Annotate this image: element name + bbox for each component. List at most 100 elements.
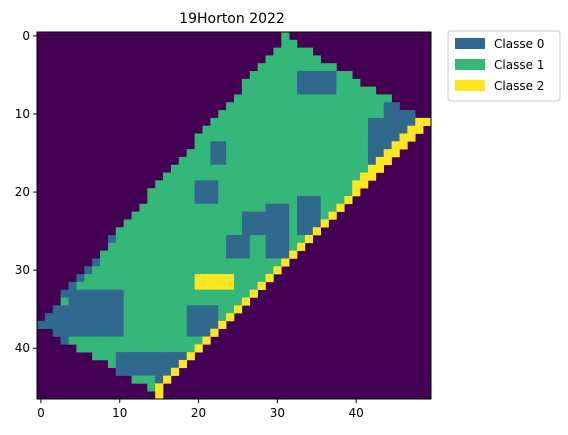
heatmap-cell (147, 359, 156, 369)
heatmap-cell (218, 219, 227, 228)
heatmap-cell (281, 227, 290, 236)
heatmap-cell (155, 250, 164, 259)
heatmap-cell (68, 313, 77, 322)
heatmap-cell (234, 305, 243, 314)
heatmap-cell (297, 102, 306, 111)
heatmap-cell (297, 227, 306, 236)
heatmap-cell (328, 102, 337, 111)
heatmap-cell (273, 164, 282, 173)
heatmap-cell (234, 195, 243, 205)
heatmap-cell (170, 352, 180, 361)
heatmap-cell (312, 164, 321, 173)
heatmap-cell (273, 47, 282, 56)
heatmap-cell (312, 63, 321, 72)
heatmap-cell (170, 289, 180, 298)
heatmap-cell (304, 55, 314, 64)
heatmap-cell (360, 94, 369, 103)
heatmap-cell (100, 289, 109, 298)
heatmap-cell (241, 117, 251, 126)
heatmap-cell (170, 367, 180, 376)
heatmap-cell (352, 86, 361, 95)
heatmap-cell (312, 203, 321, 212)
heatmap-cell (139, 274, 148, 283)
heatmap-cell (399, 141, 408, 150)
heatmap-cell (202, 125, 211, 134)
heatmap-cell (304, 86, 314, 95)
heatmap-cell (281, 219, 290, 228)
heatmap-cell (107, 242, 117, 251)
heatmap-cell (328, 86, 337, 95)
heatmap-cell (92, 328, 101, 337)
heatmap-cell (107, 305, 117, 314)
heatmap-cell (131, 219, 140, 228)
heatmap-cell (312, 117, 321, 126)
heatmap-cell (170, 227, 180, 236)
heatmap-cell (257, 266, 266, 275)
heatmap-cell (84, 297, 93, 306)
heatmap-cell (68, 320, 77, 330)
heatmap-cell (131, 274, 140, 283)
heatmap-cell (107, 281, 117, 290)
heatmap-cell (320, 219, 329, 228)
heatmap-cell (139, 235, 148, 244)
heatmap-cell (399, 125, 408, 134)
heatmap-cell (210, 274, 219, 283)
heatmap-cell (115, 250, 124, 259)
heatmap-cell (163, 258, 172, 267)
heatmap-cell (241, 274, 251, 283)
heatmap-cell (375, 156, 385, 166)
heatmap-cell (92, 258, 101, 267)
heatmap-cell (367, 110, 377, 119)
heatmap-cell (289, 55, 298, 64)
heatmap-cell (218, 188, 227, 197)
heatmap-cell (202, 141, 211, 150)
heatmap-cell (265, 172, 274, 181)
heatmap-cell (375, 149, 385, 158)
heatmap-cell (226, 274, 235, 283)
heatmap-cell (234, 281, 243, 290)
heatmap-cell (265, 266, 274, 275)
heatmap-cell (155, 188, 164, 197)
heatmap-cell (139, 203, 148, 212)
heatmap-cell (352, 164, 361, 173)
heatmap-cell (281, 32, 290, 41)
heatmap-cell (210, 313, 219, 322)
heatmap-cell (226, 164, 235, 173)
heatmap-cell (210, 289, 219, 298)
heatmap-cell (249, 156, 258, 166)
heatmap-cell (170, 281, 180, 290)
heatmap-cell (147, 383, 156, 392)
heatmap-cell (147, 242, 156, 251)
heatmap-cell (289, 86, 298, 95)
heatmap-cell (147, 250, 156, 259)
heatmap-cell (415, 125, 424, 134)
heatmap-cell (289, 125, 298, 134)
heatmap-cell (123, 242, 132, 251)
heatmap-cell (163, 211, 172, 220)
heatmap-cell (210, 235, 219, 244)
heatmap-cell (249, 242, 258, 251)
heatmap-cell (249, 211, 258, 220)
heatmap-cell (344, 117, 353, 126)
heatmap-cell (320, 133, 329, 142)
heatmap-cell (273, 110, 282, 119)
heatmap-cell (273, 266, 282, 275)
heatmap-cell (257, 235, 266, 244)
heatmap-cell (131, 242, 140, 251)
heatmap-cell (241, 78, 251, 87)
heatmap-cell (360, 172, 369, 181)
heatmap-cell (147, 313, 156, 322)
heatmap-cell (107, 274, 117, 283)
heatmap-cell (170, 188, 180, 197)
heatmap-cell (163, 375, 172, 384)
heatmap-cell (131, 227, 140, 236)
heatmap-cell (328, 117, 337, 126)
heatmap-cell (297, 47, 306, 56)
heatmap-cell (170, 172, 180, 181)
heatmap-cell (170, 203, 180, 212)
heatmap-cell (344, 94, 353, 103)
heatmap-cell (249, 149, 258, 158)
heatmap-cell (186, 305, 195, 314)
heatmap-cell (234, 180, 243, 189)
heatmap-cell (139, 219, 148, 228)
